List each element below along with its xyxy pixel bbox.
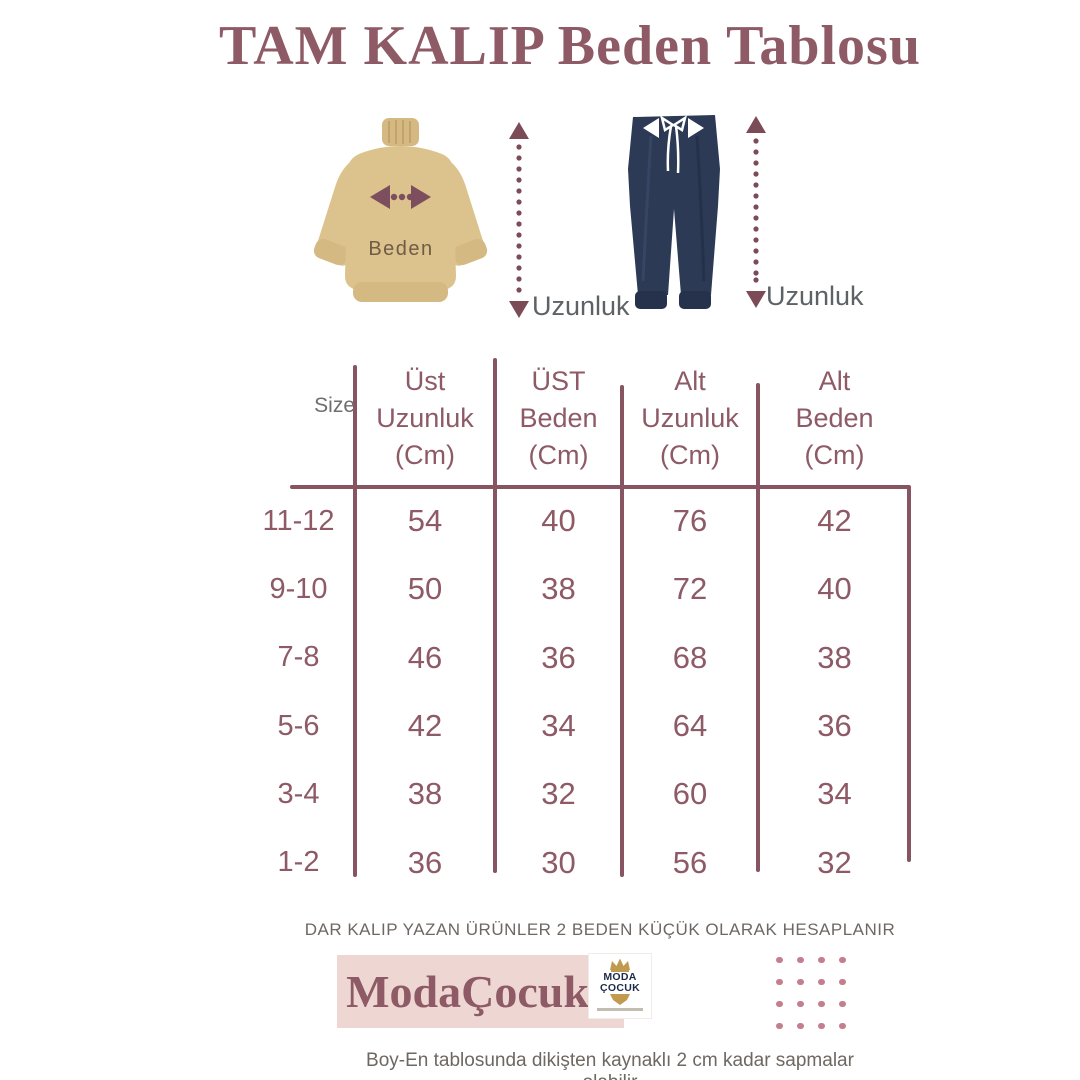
table-divider-v4 (756, 383, 760, 872)
cell-ust-beden: 38 (541, 571, 576, 607)
sweater-measure-label: Uzunluk (532, 291, 630, 321)
cell-alt-uzunluk: 60 (672, 776, 708, 812)
brand-logo-badge: MODA ÇOCUK (589, 954, 651, 1018)
sweater-measure-arrow-icon (509, 122, 529, 318)
cell-alt-uzunluk: 56 (672, 844, 708, 880)
table-row: 1-2 36 30 56 32 (242, 829, 911, 897)
cell-alt-beden: 36 (817, 708, 852, 744)
cell-ust-uzunluk: 36 (407, 844, 443, 880)
table-divider-v3 (620, 385, 624, 877)
fit-disclaimer: DAR KALIP YAZAN ÜRÜNLER 2 BEDEN KÜÇÜK OL… (304, 920, 896, 939)
badge-fineprint-line (597, 1008, 643, 1011)
cell-alt-uzunluk: 76 (672, 503, 708, 539)
column-header-alt-uzunluk: Alt Uzunluk (Cm) (641, 366, 739, 470)
column-header-size: Size (314, 394, 355, 417)
cell-size: 3-4 (277, 777, 320, 810)
tolerance-note: Boy-En tablosunda dikişten kaynaklı 2 cm… (366, 1050, 854, 1080)
column-header-ust-uzunluk: Üst Uzunluk (Cm) (376, 366, 474, 470)
cell-size: 1-2 (277, 846, 320, 879)
brand-name: ModaÇocuk (346, 966, 589, 1017)
cell-ust-uzunluk: 54 (407, 503, 443, 539)
ribbon-icon (610, 994, 630, 1005)
column-header-ust-beden: ÜST Beden (Cm) (519, 366, 598, 470)
sweater-width-label: Beden (368, 238, 433, 260)
badge-text-line1: MODA (603, 971, 637, 983)
cell-ust-beden: 36 (541, 639, 576, 675)
crown-icon (610, 958, 630, 972)
table-row: 9-10 50 38 72 40 (242, 555, 911, 623)
table-row: 11-12 54 40 76 42 (242, 487, 911, 555)
cell-ust-uzunluk: 42 (407, 708, 443, 744)
decorative-dots-grid (769, 949, 853, 1037)
pants-measure-label: Uzunluk (766, 281, 864, 311)
cell-alt-beden: 38 (817, 639, 852, 675)
table-row: 3-4 38 32 60 34 (242, 760, 911, 828)
table-divider-v1 (353, 365, 357, 877)
cell-size: 5-6 (277, 709, 320, 742)
cell-size: 9-10 (269, 572, 328, 605)
cell-ust-uzunluk: 46 (407, 639, 443, 675)
cell-size: 7-8 (277, 641, 320, 674)
pants-illustration (628, 115, 720, 309)
cell-alt-beden: 42 (817, 503, 852, 539)
cell-size: 11-12 (262, 504, 335, 537)
cell-alt-uzunluk: 72 (672, 571, 708, 607)
cell-ust-beden: 30 (541, 844, 576, 880)
cell-alt-uzunluk: 68 (672, 639, 708, 675)
cell-ust-beden: 34 (541, 708, 576, 744)
table-header-rule (290, 485, 911, 489)
cell-ust-uzunluk: 50 (407, 571, 443, 607)
table-divider-v2 (493, 358, 497, 873)
cell-alt-uzunluk: 64 (672, 708, 708, 744)
cell-ust-beden: 32 (541, 776, 576, 812)
page-title: TAM KALIP Beden Tablosu (219, 15, 921, 77)
table-row: 5-6 42 34 64 36 (242, 692, 911, 760)
cell-alt-beden: 34 (817, 776, 852, 812)
size-table-body: 11-12 54 40 76 42 9-10 50 38 72 40 7-8 4… (242, 487, 911, 897)
table-divider-v5 (907, 487, 911, 862)
column-header-alt-beden: Alt Beden (Cm) (795, 366, 874, 470)
brand-banner: ModaÇocuk (337, 955, 624, 1028)
pants-measure-arrow-icon (746, 116, 766, 308)
sweater-illustration: Beden (313, 118, 488, 302)
cell-alt-beden: 32 (817, 844, 852, 880)
badge-text-line2: ÇOCUK (600, 982, 640, 994)
table-row: 7-8 46 36 68 38 (242, 624, 911, 692)
cell-ust-uzunluk: 38 (407, 776, 443, 812)
cell-alt-beden: 40 (817, 571, 852, 607)
cell-ust-beden: 40 (541, 503, 576, 539)
size-table-header: Size Üst Uzunluk (Cm) ÜST Beden (Cm) Alt… (242, 352, 911, 485)
